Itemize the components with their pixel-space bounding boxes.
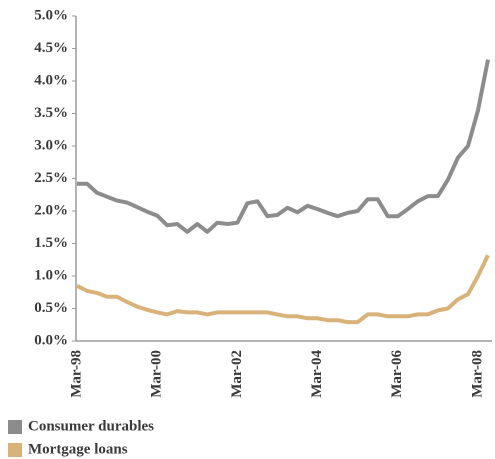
legend-swatch [8, 420, 22, 434]
x-tick-label: Mar-04 [309, 350, 325, 398]
y-tick-label: 0.0% [34, 332, 68, 348]
x-tick-label: Mar-98 [68, 350, 84, 398]
legend-swatch [8, 443, 22, 457]
y-tick-label: 2.5% [34, 170, 68, 186]
y-tick-label: 0.5% [34, 300, 68, 316]
y-tick-label: 5.0% [34, 7, 68, 23]
x-tick-label: Mar-00 [149, 350, 165, 398]
x-tick-label: Mar-02 [229, 350, 245, 398]
legend-label: Consumer durables [28, 418, 154, 434]
y-tick-label: 4.0% [34, 72, 68, 88]
series-line [77, 59, 490, 234]
y-tick-label: 2.0% [34, 202, 68, 218]
x-tick-label: Mar-08 [469, 350, 485, 398]
y-tick-label: 4.5% [34, 40, 68, 56]
y-tick-label: 1.5% [34, 235, 68, 251]
legend-label: Mortgage loans [28, 441, 128, 457]
series-line [76, 254, 490, 325]
x-tick-label: Mar-06 [389, 350, 405, 398]
y-tick-label: 3.0% [34, 137, 68, 153]
y-tick-label: 1.0% [34, 267, 68, 283]
y-tick-label: 3.5% [34, 105, 68, 121]
